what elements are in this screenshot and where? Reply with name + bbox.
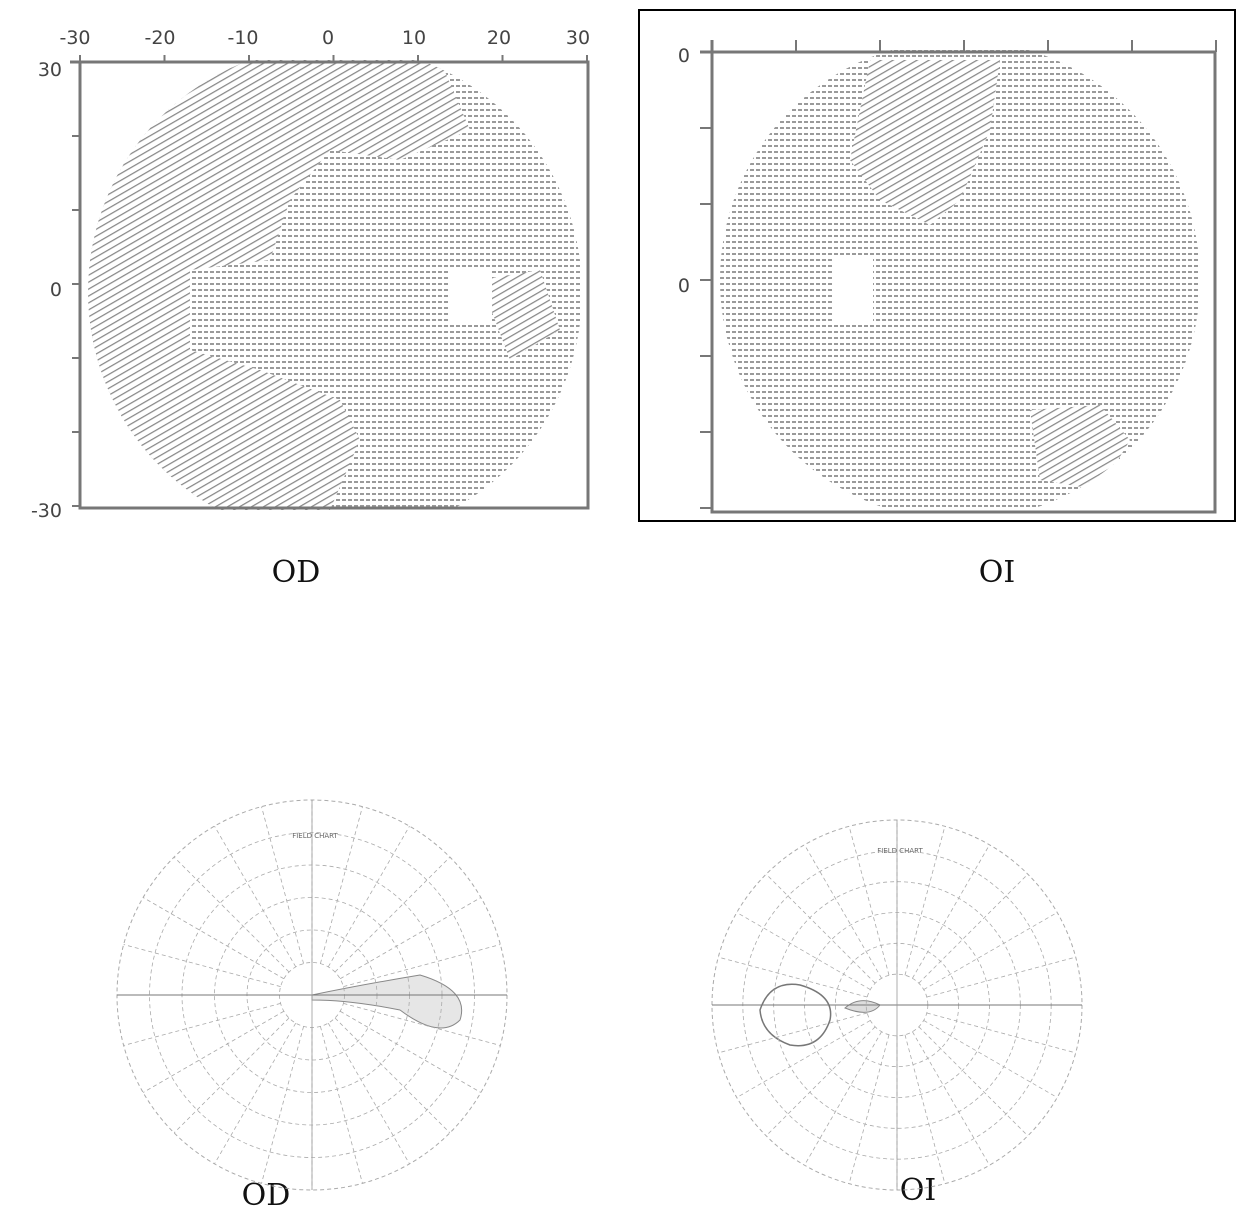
x-tick-label: 10 <box>402 27 426 49</box>
blind-spot <box>833 258 873 324</box>
polar-spoke <box>927 1013 1076 1053</box>
caption: OD <box>272 555 321 590</box>
polar-spoke <box>335 1018 450 1133</box>
caption: OD <box>242 1178 291 1208</box>
x-tick-label: 0 <box>322 27 334 49</box>
contour <box>312 975 462 1028</box>
polar-spoke <box>737 913 871 990</box>
polar-spoke <box>262 807 304 964</box>
polar-spoke <box>766 1027 875 1136</box>
page: -30 -20 -10 0 10 20 30 30 0 -30 0 0 OD O… <box>0 0 1236 1208</box>
field-pattern <box>712 50 1215 512</box>
figure: -30 -20 -10 0 10 20 30 30 0 -30 0 0 OD O… <box>0 0 1236 1208</box>
contour <box>760 984 831 1045</box>
y-tick-label: 30 <box>38 59 62 81</box>
y-tick-label: 0 <box>50 279 62 301</box>
polar-spoke <box>718 957 867 997</box>
polar-spoke <box>320 807 362 964</box>
polar-spoke <box>335 857 450 972</box>
x-tick-label: 20 <box>487 27 511 49</box>
polar-spoke <box>905 1035 945 1184</box>
polar-spoke <box>766 874 875 983</box>
polar-spoke <box>262 1026 304 1183</box>
polar-spoke <box>320 1026 362 1183</box>
panel-od-grid <box>70 60 590 510</box>
polar-spoke <box>174 857 289 972</box>
y-tick-label: 0 <box>678 45 690 67</box>
contour <box>845 1001 880 1013</box>
polar-spoke <box>124 1003 281 1045</box>
polar-spoke <box>718 1013 867 1053</box>
x-tick-label: -10 <box>227 27 258 49</box>
polar-spoke <box>737 1020 871 1097</box>
caption: OI <box>979 555 1015 590</box>
x-tick-label: -20 <box>144 27 175 49</box>
blind-spot <box>448 270 492 322</box>
field-pattern <box>80 60 590 510</box>
polar-spoke <box>919 1027 1028 1136</box>
y-tick-label: 0 <box>678 275 690 297</box>
polar-spoke <box>927 957 1076 997</box>
polar-spoke <box>849 1035 889 1184</box>
polar-spoke <box>919 874 1028 983</box>
x-tick-label: 30 <box>566 27 590 49</box>
caption: OI <box>900 1173 936 1208</box>
x-tick-label: -30 <box>59 27 90 49</box>
y-tick-label: -30 <box>31 500 62 522</box>
panel-oi-grid <box>700 40 1215 512</box>
polar-spoke <box>124 945 281 987</box>
polar-spoke <box>174 1018 289 1133</box>
